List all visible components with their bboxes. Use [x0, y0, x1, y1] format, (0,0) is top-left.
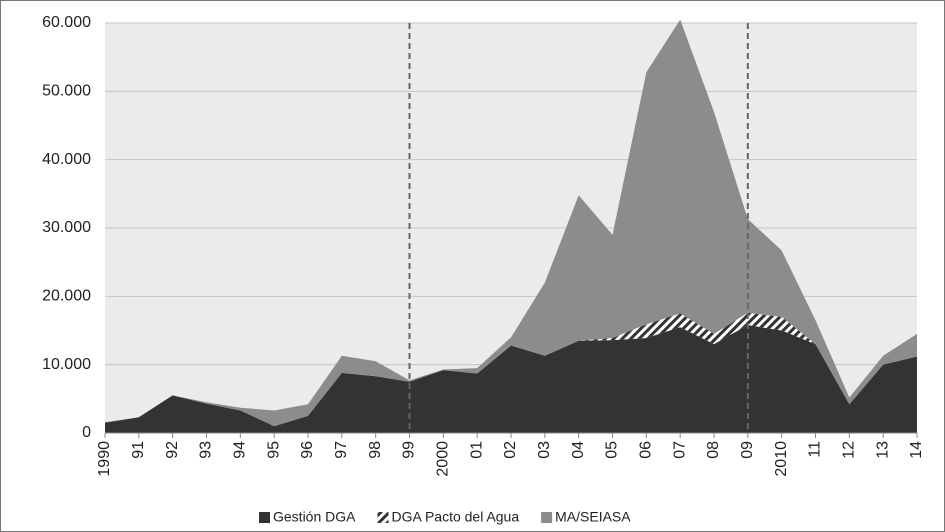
legend-label: MA/SEIASA: [555, 509, 631, 525]
x-tick-label: 95: [265, 441, 282, 459]
x-tick-label: 02: [502, 441, 519, 459]
y-tick-label: 30.000: [42, 219, 91, 236]
x-tick-label: 92: [164, 441, 181, 459]
legend: Gestión DGA DGA Pacto del Agua MA/SEIASA: [259, 509, 631, 525]
x-tick-label: 2010: [773, 441, 790, 477]
x-tick-label: 96: [299, 441, 316, 459]
x-tick-label: 03: [536, 441, 553, 459]
y-tick-label: 50.000: [42, 83, 91, 100]
x-tick-label: 11: [807, 441, 824, 458]
legend-label: DGA Pacto del Agua: [391, 509, 519, 525]
x-tick-label: 14: [908, 441, 925, 459]
x-tick-label: 06: [638, 441, 655, 459]
x-tick-label: 94: [232, 441, 249, 459]
x-tick-label: 2000: [435, 441, 452, 477]
x-tick-label: 98: [367, 441, 384, 459]
x-tick-label: 08: [705, 441, 722, 459]
x-tick-label: 01: [468, 441, 485, 459]
y-tick-label: 0: [82, 424, 91, 441]
x-tick-label: 13: [874, 441, 891, 459]
y-tick-label: 10.000: [42, 356, 91, 373]
x-tick-label: 91: [130, 441, 147, 459]
legend-swatch: [541, 512, 553, 523]
x-tick-label: 12: [841, 441, 858, 459]
legend-swatch: [259, 512, 270, 523]
x-tick-label: 1990: [96, 441, 113, 477]
x-tick-label: 07: [671, 441, 688, 459]
y-tick-label: 40.000: [42, 151, 91, 168]
x-tick-label: 05: [604, 441, 621, 459]
x-tick-label: 99: [401, 441, 418, 459]
legend-swatch: [377, 512, 389, 523]
legend-label: Gestión DGA: [273, 509, 356, 525]
x-tick-label: 97: [333, 441, 350, 459]
y-tick-label: 20.000: [42, 288, 91, 305]
x-tick-label: 93: [198, 441, 215, 459]
area: [105, 312, 917, 427]
area: [105, 19, 917, 427]
x-tick-label: 04: [570, 441, 587, 459]
x-tick-label: 09: [739, 441, 756, 459]
area: [105, 325, 917, 433]
y-tick-label: 60.000: [42, 14, 91, 31]
